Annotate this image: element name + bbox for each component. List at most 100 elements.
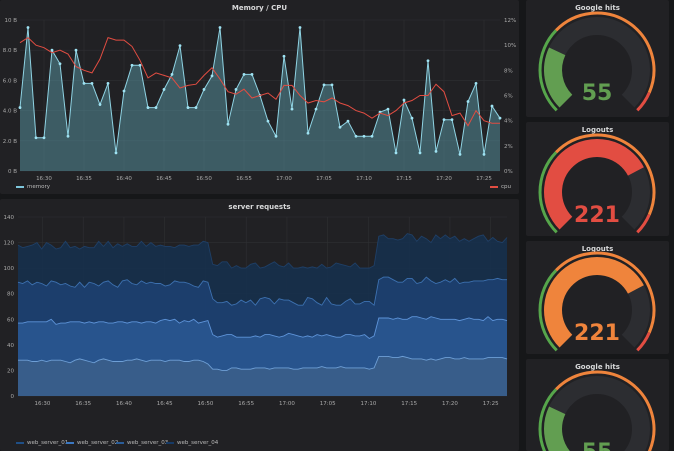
x-tick: 17:10 [361, 401, 377, 407]
x-tick: 16:40 [116, 176, 132, 182]
memory-point [226, 122, 230, 126]
memory-point [186, 106, 190, 109]
memory-point [82, 82, 86, 85]
y-tick: 60 [7, 317, 14, 323]
memory-point [426, 59, 430, 63]
series-line-2 [18, 316, 508, 340]
cpu-line [19, 36, 500, 127]
x-tick: 17:15 [401, 401, 417, 407]
y-tick-left: 10 B [4, 18, 17, 24]
memory-point [306, 131, 310, 135]
memory-point [330, 83, 334, 87]
legend-label-cpu: cpu [501, 184, 512, 190]
y-tick-right: 6% [504, 94, 513, 100]
memory-point [106, 82, 110, 85]
x-tick: 16:40 [116, 401, 132, 407]
legend-swatch [116, 442, 124, 444]
memory-cpu-panel[interactable]: Memory / CPU 0 B 2.0 B 4.0 B 6.0 B 8.0 B 10 B… [0, 0, 519, 194]
gauge-value: 221 [574, 321, 620, 346]
x-tick: 17:25 [483, 401, 499, 407]
gauge-panel-google-hits-2[interactable]: Google hits 55 [526, 359, 669, 451]
memory-point [338, 125, 342, 129]
threshold-green [538, 269, 558, 352]
memory-point [274, 134, 278, 138]
gauge: 55 [538, 370, 656, 451]
memory-point [114, 151, 118, 155]
memory-point [146, 106, 150, 109]
memory-point [298, 26, 302, 29]
memory-point [138, 63, 142, 67]
threshold-green [538, 29, 558, 112]
memory-point [170, 72, 174, 76]
series-line-3 [17, 276, 507, 307]
y-tick-left: 4.0 B [3, 109, 17, 115]
y-tick-right: 12% [504, 18, 516, 24]
y-tick: 20 [7, 368, 14, 374]
y-tick-right: 10% [504, 43, 516, 49]
threshold-orange [555, 370, 656, 451]
gauge-panel-google-hits[interactable]: Google hits 55 [526, 0, 669, 117]
gauge-value-arc [544, 139, 644, 230]
gauge-title[interactable]: Google hits [575, 4, 620, 12]
memory-point [98, 103, 102, 106]
memory-point [498, 116, 502, 120]
threshold-red [636, 91, 651, 112]
x-tick: 17:25 [476, 176, 492, 182]
x-tick: 16:35 [75, 401, 91, 407]
memory-point [202, 88, 206, 91]
memory-point [290, 107, 294, 111]
x-tick: 16:45 [157, 401, 173, 407]
memory-point [266, 119, 270, 123]
memory-point [42, 136, 46, 140]
memory-point [58, 62, 62, 66]
gauge-value-arc [544, 257, 644, 348]
legend-swatch-memory [16, 186, 24, 188]
gauge-panel-logouts[interactable]: Logouts 221 [526, 122, 669, 236]
x-tick: 16:55 [236, 176, 252, 182]
x-tick: 17:00 [276, 176, 292, 182]
memory-point [466, 100, 470, 103]
threshold-red [636, 331, 651, 352]
legend-cpu[interactable]: cpu [490, 184, 511, 190]
gauge-value: 55 [582, 440, 613, 451]
legend-web-server-04[interactable]: web_server_04 [166, 440, 218, 446]
legend-label-memory: memory [27, 184, 50, 190]
memory-cpu-chart: 0 B 2.0 B 4.0 B 6.0 B 8.0 B 10 B 0% 2% 4% 6% 8% 10%… [3, 18, 517, 182]
y-tick-left: 6.0 B [3, 78, 17, 84]
memory-point [418, 151, 422, 155]
gauge-value-arc [544, 406, 570, 451]
memory-point [386, 107, 390, 111]
gauge-panel-logouts-2[interactable]: Logouts 221 [526, 241, 669, 354]
threshold-green [538, 151, 558, 234]
y-tick-right: 0% [504, 169, 513, 175]
gauge-value: 55 [582, 81, 613, 106]
y-tick-left: 2.0 B [3, 139, 17, 145]
memory-point [242, 72, 246, 76]
x-tick: 17:05 [320, 401, 336, 407]
memory-point [402, 98, 406, 102]
memory-point [74, 48, 78, 52]
gauge-title[interactable]: Logouts [581, 126, 614, 134]
legend-swatch [166, 442, 174, 444]
legend-web-server-02[interactable]: web_server_02 [66, 440, 118, 446]
threshold-green [538, 388, 558, 451]
y-tick-right: 8% [504, 68, 513, 74]
legend-swatch [66, 442, 74, 444]
gauge-title[interactable]: Google hits [575, 363, 620, 371]
server-requests-panel[interactable]: server requests 0 20 40 60 80 100 120 140 16:30 1… [0, 199, 519, 451]
memory-point [90, 82, 94, 85]
x-tick: 17:15 [396, 176, 412, 182]
memory-point [18, 106, 22, 109]
gauge-title[interactable]: Logouts [581, 245, 614, 253]
memory-point [194, 106, 198, 109]
threshold-orange [555, 251, 656, 334]
x-tick: 17:20 [442, 401, 458, 407]
memory-point [458, 152, 462, 156]
y-tick-right: 4% [504, 119, 513, 125]
memory-point [26, 26, 30, 29]
legend-web-server-03[interactable]: web_server_03 [116, 440, 168, 446]
legend-memory[interactable]: memory [16, 184, 50, 190]
panel-title[interactable]: server requests [228, 203, 291, 211]
panel-title[interactable]: Memory / CPU [231, 4, 288, 12]
legend-web-server-01[interactable]: web_server_01 [16, 440, 68, 446]
